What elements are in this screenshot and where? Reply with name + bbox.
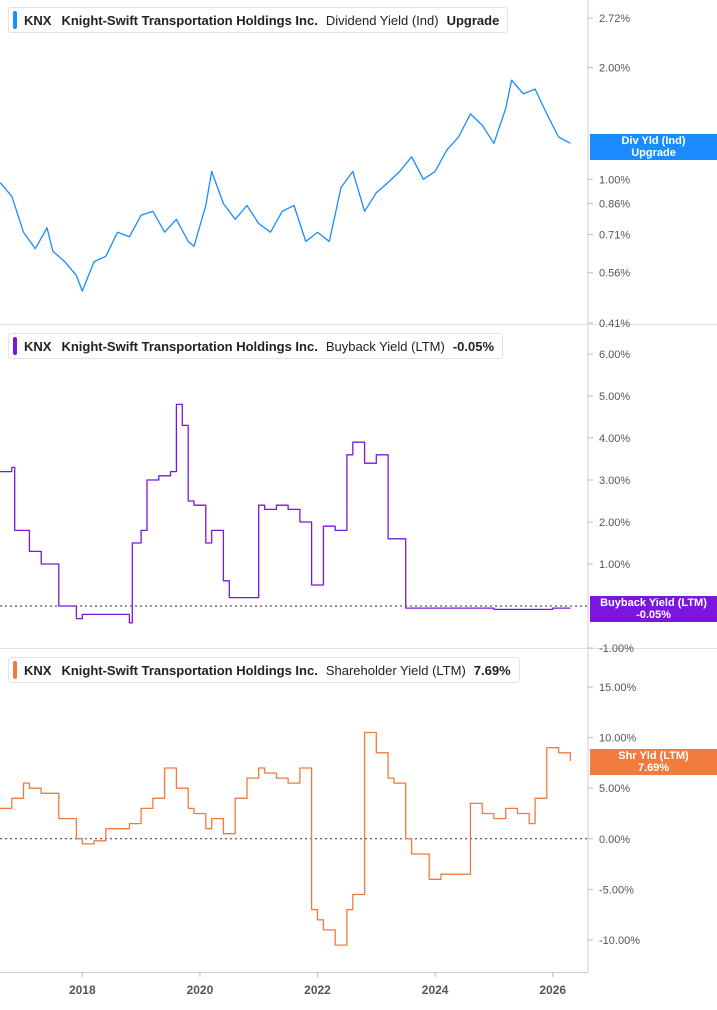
legend-swatch: [13, 11, 17, 29]
y-tick-label: 0.41%: [599, 318, 630, 330]
end-label-title: Buyback Yield (LTM): [600, 597, 707, 609]
y-tick-label: 0.56%: [599, 268, 630, 280]
x-tick-label: 2026: [539, 983, 566, 997]
y-tick-label: 5.00%: [599, 783, 630, 795]
legend-company: Knight-Swift Transportation Holdings Inc…: [61, 12, 318, 28]
legend-buyback-yield[interactable]: KNX Knight-Swift Transportation Holdings…: [8, 333, 504, 359]
y-tick-label: 1.00%: [599, 559, 630, 571]
x-tick-label: 2022: [304, 983, 331, 997]
y-tick-label: 0.86%: [599, 199, 630, 211]
y-tick-label: 2.00%: [599, 63, 630, 75]
y-tick-label: 0.71%: [599, 229, 630, 241]
series-line: [0, 403, 571, 624]
y-tick-label: 2.72%: [599, 13, 630, 25]
series-line: [0, 731, 572, 946]
end-label-value: 7.69%: [637, 762, 670, 774]
legend-ticker: KNX: [24, 12, 52, 28]
y-tick-label: -1.00%: [599, 643, 634, 655]
y-tick-label: 3.00%: [599, 475, 630, 487]
legend-swatch: [13, 661, 17, 679]
series-line: [0, 79, 571, 292]
legend-company: Knight-Swift Transportation Holdings Inc…: [61, 338, 318, 354]
y-tick-label: 5.00%: [599, 391, 630, 403]
y-tick-label: -10.00%: [599, 935, 640, 947]
end-label-title: Div Yld (Ind): [621, 135, 686, 147]
x-tick-label: 2024: [422, 983, 449, 997]
y-tick-label: 0.00%: [599, 834, 630, 846]
y-tick-label: -5.00%: [599, 884, 634, 896]
y-tick-label: 10.00%: [599, 733, 637, 745]
legend-value: 7.69%: [473, 662, 511, 678]
legend-dividend-yield[interactable]: KNX Knight-Swift Transportation Holdings…: [8, 7, 509, 33]
y-tick-label: 4.00%: [599, 433, 630, 445]
y-tick-label: 15.00%: [599, 682, 637, 694]
y-tick-label: 2.00%: [599, 517, 630, 529]
end-label-shareholder-yield: Shr Yld (LTM) 7.69%: [590, 749, 717, 775]
legend-company: Knight-Swift Transportation Holdings Inc…: [61, 662, 318, 678]
legend-metric: Dividend Yield (Ind): [325, 12, 439, 28]
legend-swatch: [13, 337, 17, 355]
end-label-value: Upgrade: [631, 147, 676, 159]
y-tick-label: 1.00%: [599, 174, 630, 186]
legend-value: Upgrade: [446, 12, 500, 28]
y-tick-label: 6.00%: [599, 349, 630, 361]
x-tick-label: 2018: [69, 983, 96, 997]
end-label-dividend-yield: Div Yld (Ind) Upgrade: [590, 134, 717, 160]
legend-shareholder-yield[interactable]: KNX Knight-Swift Transportation Holdings…: [8, 657, 520, 683]
legend-ticker: KNX: [24, 662, 52, 678]
end-label-buyback-yield: Buyback Yield (LTM) -0.05%: [590, 596, 717, 622]
end-label-title: Shr Yld (LTM): [618, 750, 689, 762]
x-tick-label: 2020: [187, 983, 214, 997]
legend-ticker: KNX: [24, 338, 52, 354]
legend-metric: Shareholder Yield (LTM): [325, 662, 466, 678]
legend-value: -0.05%: [452, 338, 495, 354]
legend-metric: Buyback Yield (LTM): [325, 338, 445, 354]
end-label-value: -0.05%: [636, 609, 671, 621]
